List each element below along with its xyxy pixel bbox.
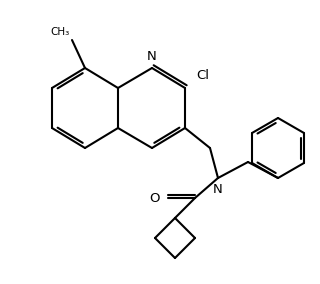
Text: N: N <box>147 50 157 63</box>
Text: Cl: Cl <box>196 68 209 82</box>
Text: CH₃: CH₃ <box>50 27 70 37</box>
Text: O: O <box>149 191 160 204</box>
Text: N: N <box>213 183 223 196</box>
